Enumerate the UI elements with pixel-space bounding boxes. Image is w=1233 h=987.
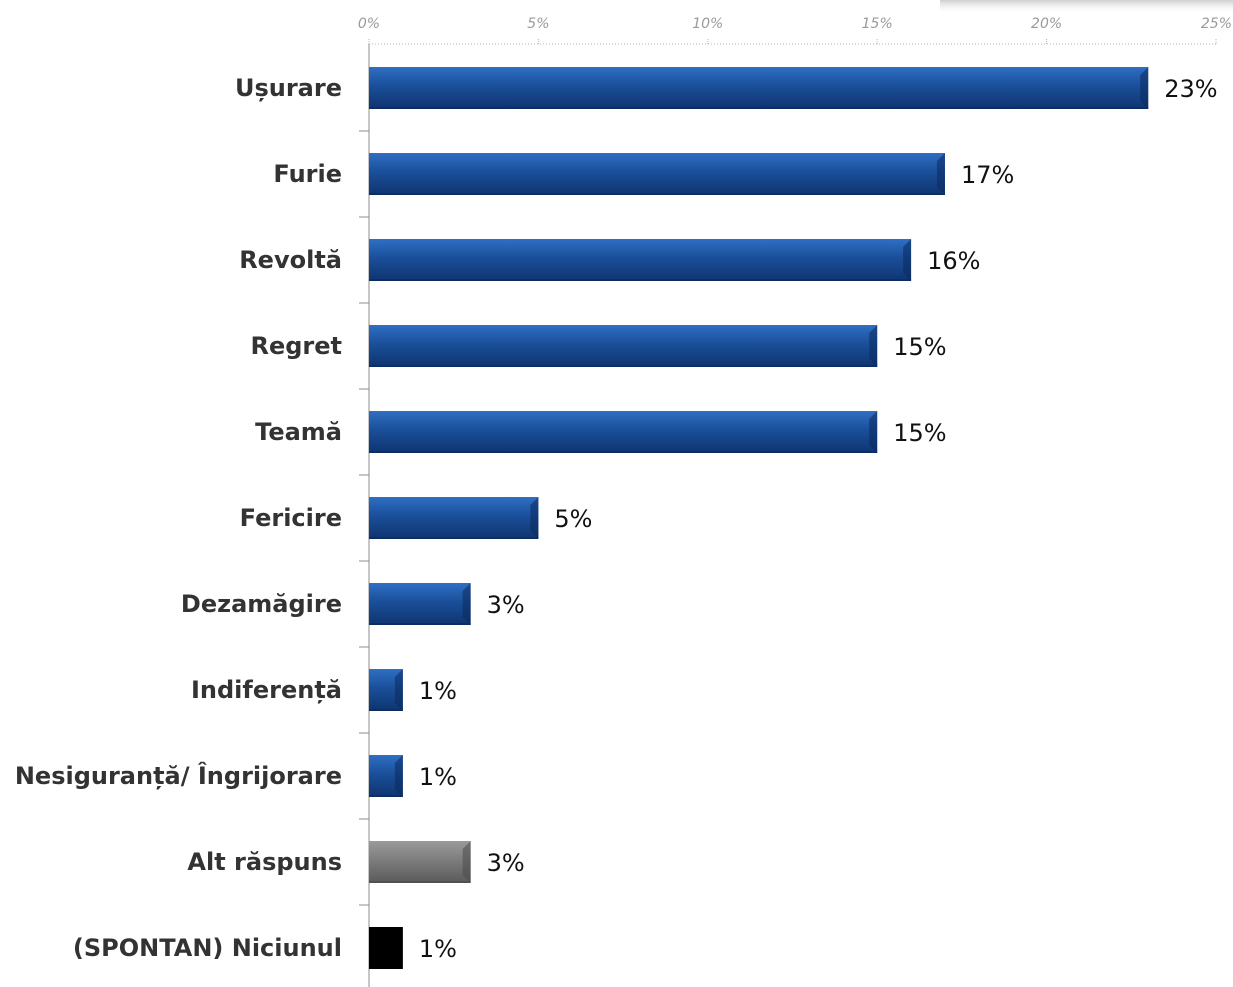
category-label: Nesiguranță/ Îngrijorare xyxy=(15,761,342,790)
x-tick-label: 25% xyxy=(1201,16,1232,32)
bar-bevel xyxy=(462,841,471,883)
x-tick-label: 15% xyxy=(862,16,893,32)
bar xyxy=(369,153,945,195)
bar xyxy=(369,497,539,539)
bar-bevel xyxy=(394,755,403,797)
value-label: 3% xyxy=(487,849,525,877)
x-tick-label: 20% xyxy=(1031,16,1062,32)
bar-bevel xyxy=(869,325,878,367)
category-label: Alt răspuns xyxy=(187,848,342,876)
value-label: 1% xyxy=(419,935,457,963)
bar-bevel xyxy=(903,239,912,281)
bar-bevel xyxy=(869,411,878,453)
labels-group: Ușurare 23% Furie 17% Revoltă 16% Regret 15% Tea… xyxy=(15,74,1218,963)
bar-bevel xyxy=(394,669,403,711)
category-label: Dezamăgire xyxy=(181,590,342,618)
category-label: Indiferență xyxy=(191,676,342,704)
category-label: Revoltă xyxy=(239,246,342,274)
x-tick-label: 0% xyxy=(358,16,380,32)
x-tick-label: 5% xyxy=(527,16,549,32)
value-label: 17% xyxy=(961,161,1014,189)
value-label: 23% xyxy=(1164,75,1217,103)
bar-bevel xyxy=(462,583,471,625)
bar xyxy=(369,325,878,367)
decorative-shadow xyxy=(940,0,1233,14)
value-label: 16% xyxy=(927,247,980,275)
value-label: 3% xyxy=(487,591,525,619)
bar-bevel xyxy=(1140,67,1149,109)
x-tick-label: 10% xyxy=(692,16,723,32)
category-label: Teamă xyxy=(255,418,342,446)
category-label: Fericire xyxy=(240,504,342,532)
value-label: 1% xyxy=(419,763,457,791)
bar xyxy=(369,583,471,625)
value-label: 15% xyxy=(893,333,946,361)
bar-bevel xyxy=(530,497,539,539)
value-label: 5% xyxy=(554,505,592,533)
bar-bevel xyxy=(936,153,945,195)
bars-group xyxy=(369,67,1149,969)
bar xyxy=(369,411,878,453)
category-label: (SPONTAN) Niciunul xyxy=(73,934,342,962)
bar xyxy=(369,927,403,969)
category-label: Furie xyxy=(273,160,342,188)
bar xyxy=(369,67,1149,109)
bar xyxy=(369,239,912,281)
category-label: Ușurare xyxy=(235,74,342,102)
category-label: Regret xyxy=(250,332,342,360)
value-label: 1% xyxy=(419,677,457,705)
value-label: 15% xyxy=(893,419,946,447)
bar xyxy=(369,841,471,883)
